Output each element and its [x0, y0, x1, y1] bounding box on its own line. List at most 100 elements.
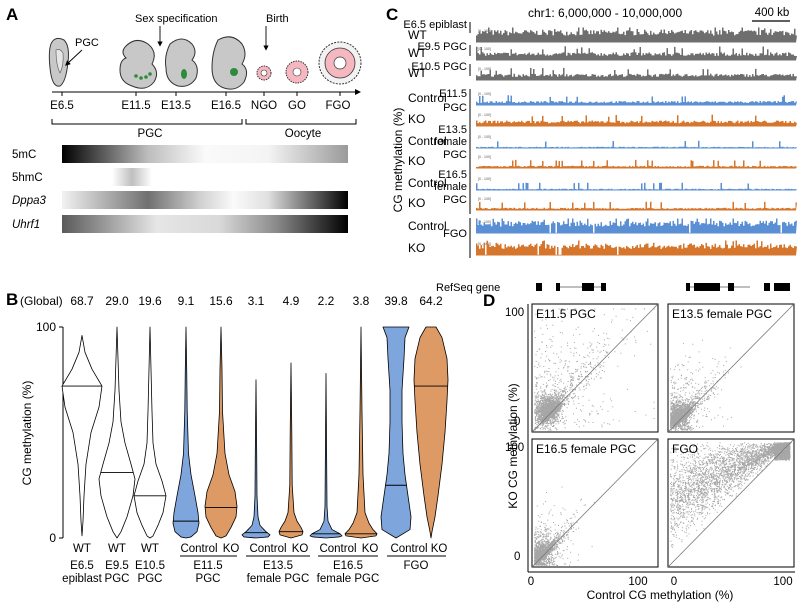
track-signal	[476, 95, 797, 106]
track-signal	[476, 201, 797, 211]
c-group-label: E13.5	[438, 124, 467, 136]
stage-label: FGO	[326, 100, 351, 112]
track-scale: [0 - 100]	[478, 135, 491, 139]
track-label: WT	[408, 46, 427, 60]
group-label: E9.5	[105, 560, 129, 572]
c-group-label: female	[434, 136, 467, 148]
gradient-bar-dppa3	[62, 191, 348, 209]
track-scale: [0 - 100]	[478, 113, 491, 117]
methylation-track: KO[0 - 100]	[408, 154, 797, 169]
gene-exon	[536, 283, 542, 291]
track-signal	[476, 27, 797, 43]
diagonal-line	[531, 303, 659, 433]
group-label: PGC	[138, 573, 163, 585]
track-signal	[476, 182, 797, 191]
b-ylabel: CG methylation (%)	[20, 381, 34, 486]
violin	[309, 373, 343, 539]
sample-label: KO	[292, 543, 309, 555]
stage-label: E16.5	[211, 100, 241, 112]
stage-label: E6.5	[50, 100, 74, 112]
c-group-label: female	[434, 181, 467, 193]
diagonal-line	[531, 438, 659, 568]
gradient-bar-5hmc	[112, 168, 152, 186]
embryo-e65-icon	[48, 37, 69, 87]
track-label: KO	[408, 112, 425, 126]
methylation-track: KO [0 - 100]	[408, 112, 797, 127]
refseq-gene-track	[536, 283, 790, 291]
track-scale: [0 - 100]	[478, 29, 491, 33]
track-signal	[476, 114, 797, 127]
d-xtick-100-left: 100	[628, 576, 647, 588]
stage-label: GO	[288, 100, 306, 112]
group-label: E10.5	[135, 560, 165, 572]
c-group-label: PGC	[443, 102, 467, 114]
track-label: WT	[408, 28, 427, 42]
track-signal	[476, 140, 797, 149]
d-xtick-0-left: 0	[528, 576, 534, 588]
birth-annotation: Birth	[266, 13, 289, 25]
track-signal	[476, 218, 797, 234]
scatter-panels: E11.5 PGC E13.5 female PGC E16.5 female PG…	[531, 303, 795, 568]
sample-label: KO	[431, 543, 448, 555]
gene-exon	[601, 283, 606, 291]
stage-label: NGO	[251, 100, 277, 112]
d-xlabel: Control CG methylation (%)	[587, 588, 734, 602]
d-ytick-0-bottom: 0	[514, 551, 520, 563]
violin	[413, 326, 449, 539]
group-label: FGO	[404, 560, 429, 572]
b-ytick-100: 100	[36, 320, 56, 334]
phase-label-pgc: PGC	[138, 128, 163, 140]
scatter-title: E16.5 female PGC	[536, 442, 636, 456]
panel-label-a: A	[6, 5, 18, 24]
scatter-panel: E13.5 female PGC	[667, 303, 795, 433]
d-xtick-100-right: 100	[773, 576, 792, 588]
c-ylabel: CG methylation (%)	[391, 108, 405, 213]
panel-label-b: B	[6, 290, 18, 309]
d-axis-ticks: 100 0 100 0 0 100 0 100	[505, 307, 793, 588]
sample-label: KO	[362, 543, 379, 555]
track-label: KO	[408, 241, 425, 255]
violin	[241, 379, 271, 539]
d-ylabel: KO CG methylation (%)	[506, 383, 520, 508]
gradient-bar-uhrf1	[62, 215, 348, 233]
scatter-title: E11.5 PGC	[536, 307, 596, 321]
methylation-track: WT [0 - 100]	[408, 27, 797, 43]
methylation-track: Control [0 - 100]	[408, 176, 797, 191]
sample-label: WT	[108, 543, 126, 555]
locus-title: chr1: 6,000,000 - 10,000,000	[528, 6, 682, 20]
track-label: Control	[408, 176, 447, 190]
global-value: 15.6	[209, 294, 233, 308]
track-scale: [0 - 100]	[478, 92, 491, 96]
methylation-track: KO[0 - 100]	[408, 196, 797, 211]
track-label: KO	[408, 196, 425, 210]
c-group-labels: E6.5 epiblast E9.5 PGC E10.5 PGC E11.5 PGC E1…	[403, 19, 471, 258]
global-value: 9.1	[178, 294, 195, 308]
violin-group	[61, 326, 449, 539]
global-value: 4.9	[283, 294, 300, 308]
oocyte-go-icon	[285, 60, 309, 84]
embryo-e115-icon	[119, 40, 158, 89]
c-group-label: E6.5 epiblast	[403, 19, 467, 31]
b-y-ticks	[59, 326, 63, 539]
gene-exon	[582, 283, 594, 291]
scatter-points	[670, 442, 792, 548]
gene-exon	[556, 283, 560, 291]
global-value: 3.1	[248, 294, 265, 308]
methylation-track: WT [0 - 100]	[408, 66, 797, 81]
stage-label: E11.5	[121, 100, 150, 112]
track-signal	[476, 46, 797, 61]
sex-spec-annotation: Sex specification	[135, 13, 218, 25]
d-ytick-0-top: 0	[514, 416, 520, 428]
c-group-label: FGO	[443, 228, 467, 240]
refseq-label: RefSeq gene	[436, 282, 500, 294]
group-label: PGC	[196, 573, 221, 585]
pgc-annotation: PGC	[75, 37, 99, 49]
scatter-panel: FGO	[667, 438, 795, 568]
global-value: 64.2	[419, 294, 443, 308]
scatter-panel: E11.5 PGC	[531, 303, 659, 433]
sample-label: WT	[73, 543, 91, 555]
violin	[61, 335, 103, 537]
gene-exon	[728, 283, 734, 291]
c-group-label: PGC	[443, 149, 467, 161]
methylation-track: KO[0 - 100]	[408, 240, 797, 256]
